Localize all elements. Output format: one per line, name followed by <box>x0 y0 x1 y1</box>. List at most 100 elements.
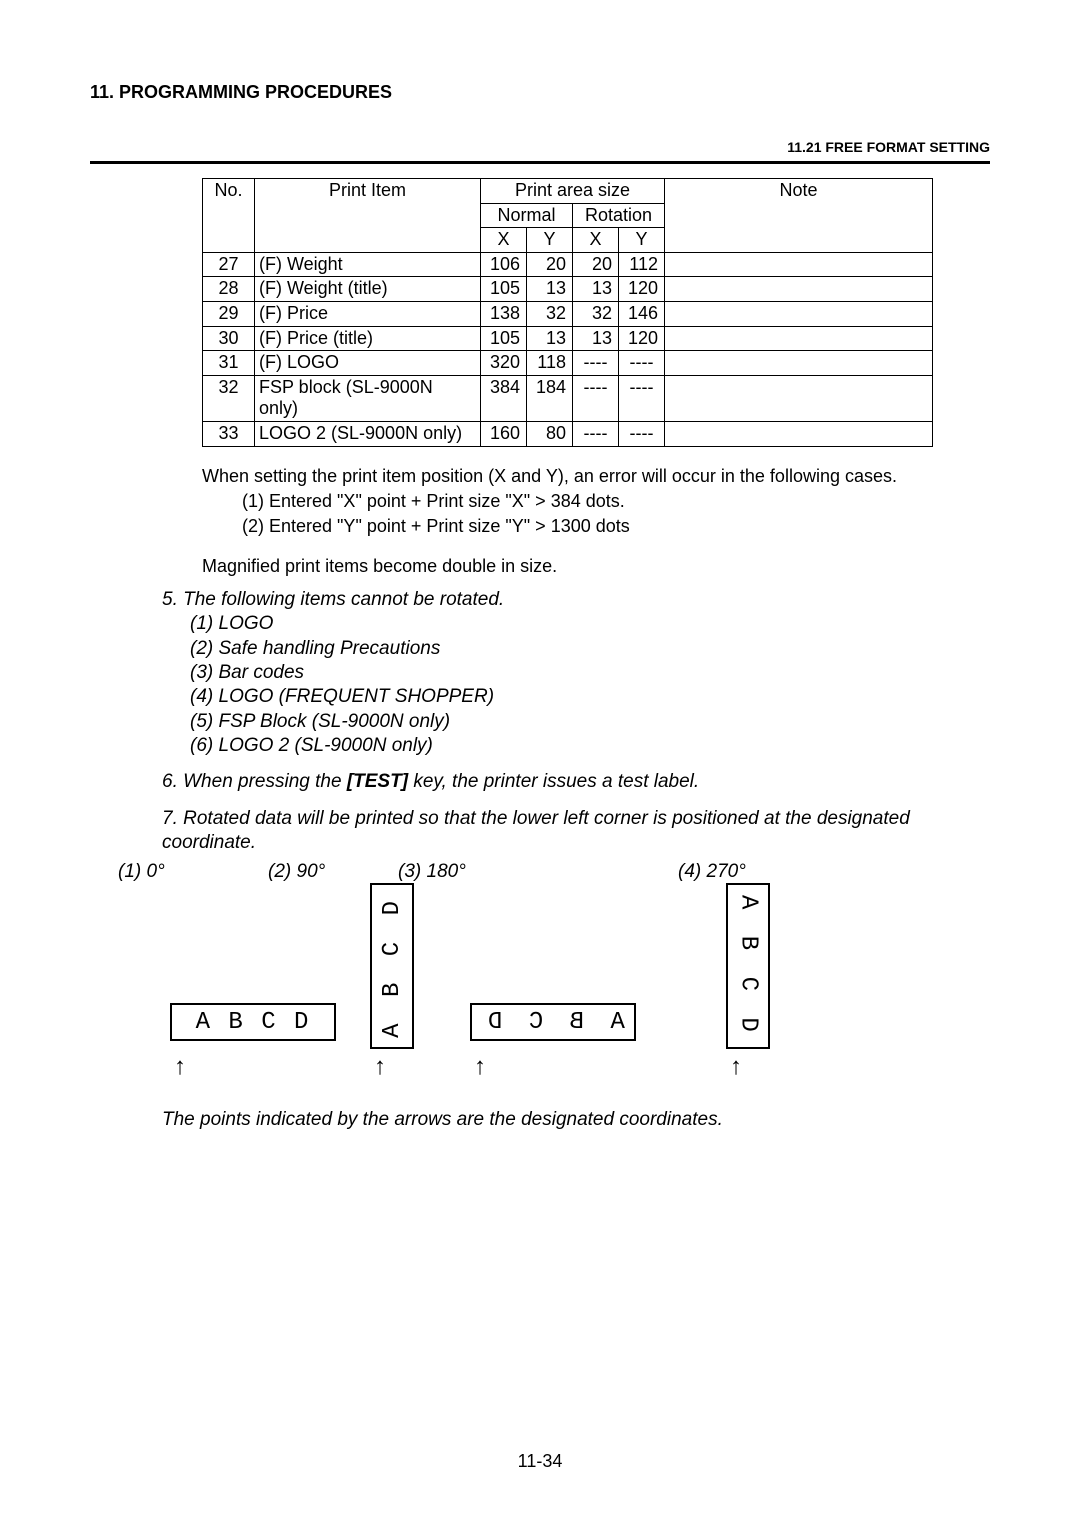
cell-rx: 13 <box>573 326 619 351</box>
table-row: 31(F) LOGO320118-------- <box>203 351 933 376</box>
cell-note <box>665 375 933 421</box>
cell-no: 31 <box>203 351 255 376</box>
cell-ry: ---- <box>619 351 665 376</box>
para-error-2: (2) Entered "Y" point + Print size "Y" >… <box>242 515 990 538</box>
cell-ry: 146 <box>619 301 665 326</box>
cell-no: 28 <box>203 277 255 302</box>
cell-nx: 106 <box>481 252 527 277</box>
th-rotation: Rotation <box>573 203 665 228</box>
cell-item: (F) Price (title) <box>255 326 481 351</box>
cell-ry: 120 <box>619 326 665 351</box>
cell-note <box>665 277 933 302</box>
arrow-0: ↑ <box>174 1053 186 1081</box>
cell-ry: 120 <box>619 277 665 302</box>
item5-5: (5) FSP Block (SL-9000N only) <box>190 710 990 734</box>
arrow-row: ↑ ↑ ↑ ↑ <box>90 1053 990 1083</box>
item6-pre: 6. When pressing the <box>162 771 347 792</box>
para-error: When setting the print item position (X … <box>202 465 990 488</box>
rot-270: (4) 270° <box>678 861 746 883</box>
rot-0: (1) 0° <box>118 861 268 883</box>
subsection-heading: 11.21 FREE FORMAT SETTING <box>90 139 990 155</box>
cell-no: 27 <box>203 252 255 277</box>
item6-post: key, the printer issues a test label. <box>408 771 699 792</box>
th-nx: X <box>481 228 527 253</box>
cell-rx: ---- <box>573 375 619 421</box>
cell-rx: ---- <box>573 421 619 446</box>
cell-no: 32 <box>203 375 255 421</box>
cell-ny: 80 <box>527 421 573 446</box>
para-magnified: Magnified print items become double in s… <box>202 555 990 578</box>
arrow-270: ↑ <box>730 1053 742 1081</box>
rotation-diagram: A B C D A B C D A B C D A B C D <box>90 883 990 1053</box>
cell-nx: 105 <box>481 277 527 302</box>
divider <box>90 161 990 164</box>
rot-180: (3) 180° <box>398 861 678 883</box>
item5-1: (1) LOGO <box>190 612 990 636</box>
th-ry: Y <box>619 228 665 253</box>
rot-90: (2) 90° <box>268 861 398 883</box>
arrow-90: ↑ <box>374 1053 386 1081</box>
cell-nx: 384 <box>481 375 527 421</box>
cell-nx: 138 <box>481 301 527 326</box>
item7: 7. Rotated data will be printed so that … <box>162 807 990 856</box>
th-rx: X <box>573 228 619 253</box>
box-270: A B C D <box>726 883 770 1049</box>
section-heading: 11. PROGRAMMING PROCEDURES <box>90 82 990 103</box>
cell-ny: 20 <box>527 252 573 277</box>
item5-6: (6) LOGO 2 (SL-9000N only) <box>190 734 990 758</box>
cell-item: (F) Price <box>255 301 481 326</box>
arrow-180: ↑ <box>474 1053 486 1081</box>
cell-no: 29 <box>203 301 255 326</box>
item5-2: (2) Safe handling Precautions <box>190 637 990 661</box>
table-row: 30(F) Price (title)1051313120 <box>203 326 933 351</box>
page-number: 11-34 <box>0 1451 1080 1472</box>
cell-item: (F) Weight (title) <box>255 277 481 302</box>
th-area: Print area size <box>481 179 665 204</box>
cell-note <box>665 421 933 446</box>
cell-ry: ---- <box>619 421 665 446</box>
item5-3: (3) Bar codes <box>190 661 990 685</box>
table-row: 27(F) Weight1062020112 <box>203 252 933 277</box>
item6: 6. When pressing the [TEST] key, the pri… <box>162 770 990 794</box>
cell-ny: 184 <box>527 375 573 421</box>
cell-ny: 118 <box>527 351 573 376</box>
cell-item: LOGO 2 (SL-9000N only) <box>255 421 481 446</box>
box-180-text: A B C D <box>482 1009 625 1036</box>
cell-note <box>665 326 933 351</box>
cell-ny: 13 <box>527 326 573 351</box>
table-row: 33LOGO 2 (SL-9000N only)16080-------- <box>203 421 933 446</box>
cell-ny: 32 <box>527 301 573 326</box>
cell-rx: 13 <box>573 277 619 302</box>
cell-nx: 160 <box>481 421 527 446</box>
table-row: 32FSP block (SL-9000N only)384184-------… <box>203 375 933 421</box>
rotation-labels: (1) 0° (2) 90° (3) 180° (4) 270° <box>90 861 990 883</box>
box-180: A B C D <box>470 1003 636 1041</box>
cell-note <box>665 252 933 277</box>
cell-no: 30 <box>203 326 255 351</box>
print-area-table: No. Print Item Print area size Note Norm… <box>202 178 990 447</box>
th-normal: Normal <box>481 203 573 228</box>
cell-item: (F) LOGO <box>255 351 481 376</box>
item6-key: [TEST] <box>347 771 408 792</box>
cell-nx: 320 <box>481 351 527 376</box>
cell-nx: 105 <box>481 326 527 351</box>
table-row: 29(F) Price1383232146 <box>203 301 933 326</box>
item5: 5. The following items cannot be rotated… <box>162 588 990 612</box>
cell-item: FSP block (SL-9000N only) <box>255 375 481 421</box>
cell-no: 33 <box>203 421 255 446</box>
th-no: No. <box>203 179 255 253</box>
box-90: A B C D <box>370 883 414 1049</box>
th-note: Note <box>665 179 933 253</box>
cell-rx: 32 <box>573 301 619 326</box>
cell-item: (F) Weight <box>255 252 481 277</box>
cell-note <box>665 351 933 376</box>
cell-note <box>665 301 933 326</box>
cell-rx: 20 <box>573 252 619 277</box>
th-item: Print Item <box>255 179 481 253</box>
cell-ry: 112 <box>619 252 665 277</box>
cell-rx: ---- <box>573 351 619 376</box>
table-row: 28(F) Weight (title)1051313120 <box>203 277 933 302</box>
diagram-caption: The points indicated by the arrows are t… <box>162 1109 990 1131</box>
item5-4: (4) LOGO (FREQUENT SHOPPER) <box>190 685 990 709</box>
para-error-1: (1) Entered "X" point + Print size "X" >… <box>242 490 990 513</box>
